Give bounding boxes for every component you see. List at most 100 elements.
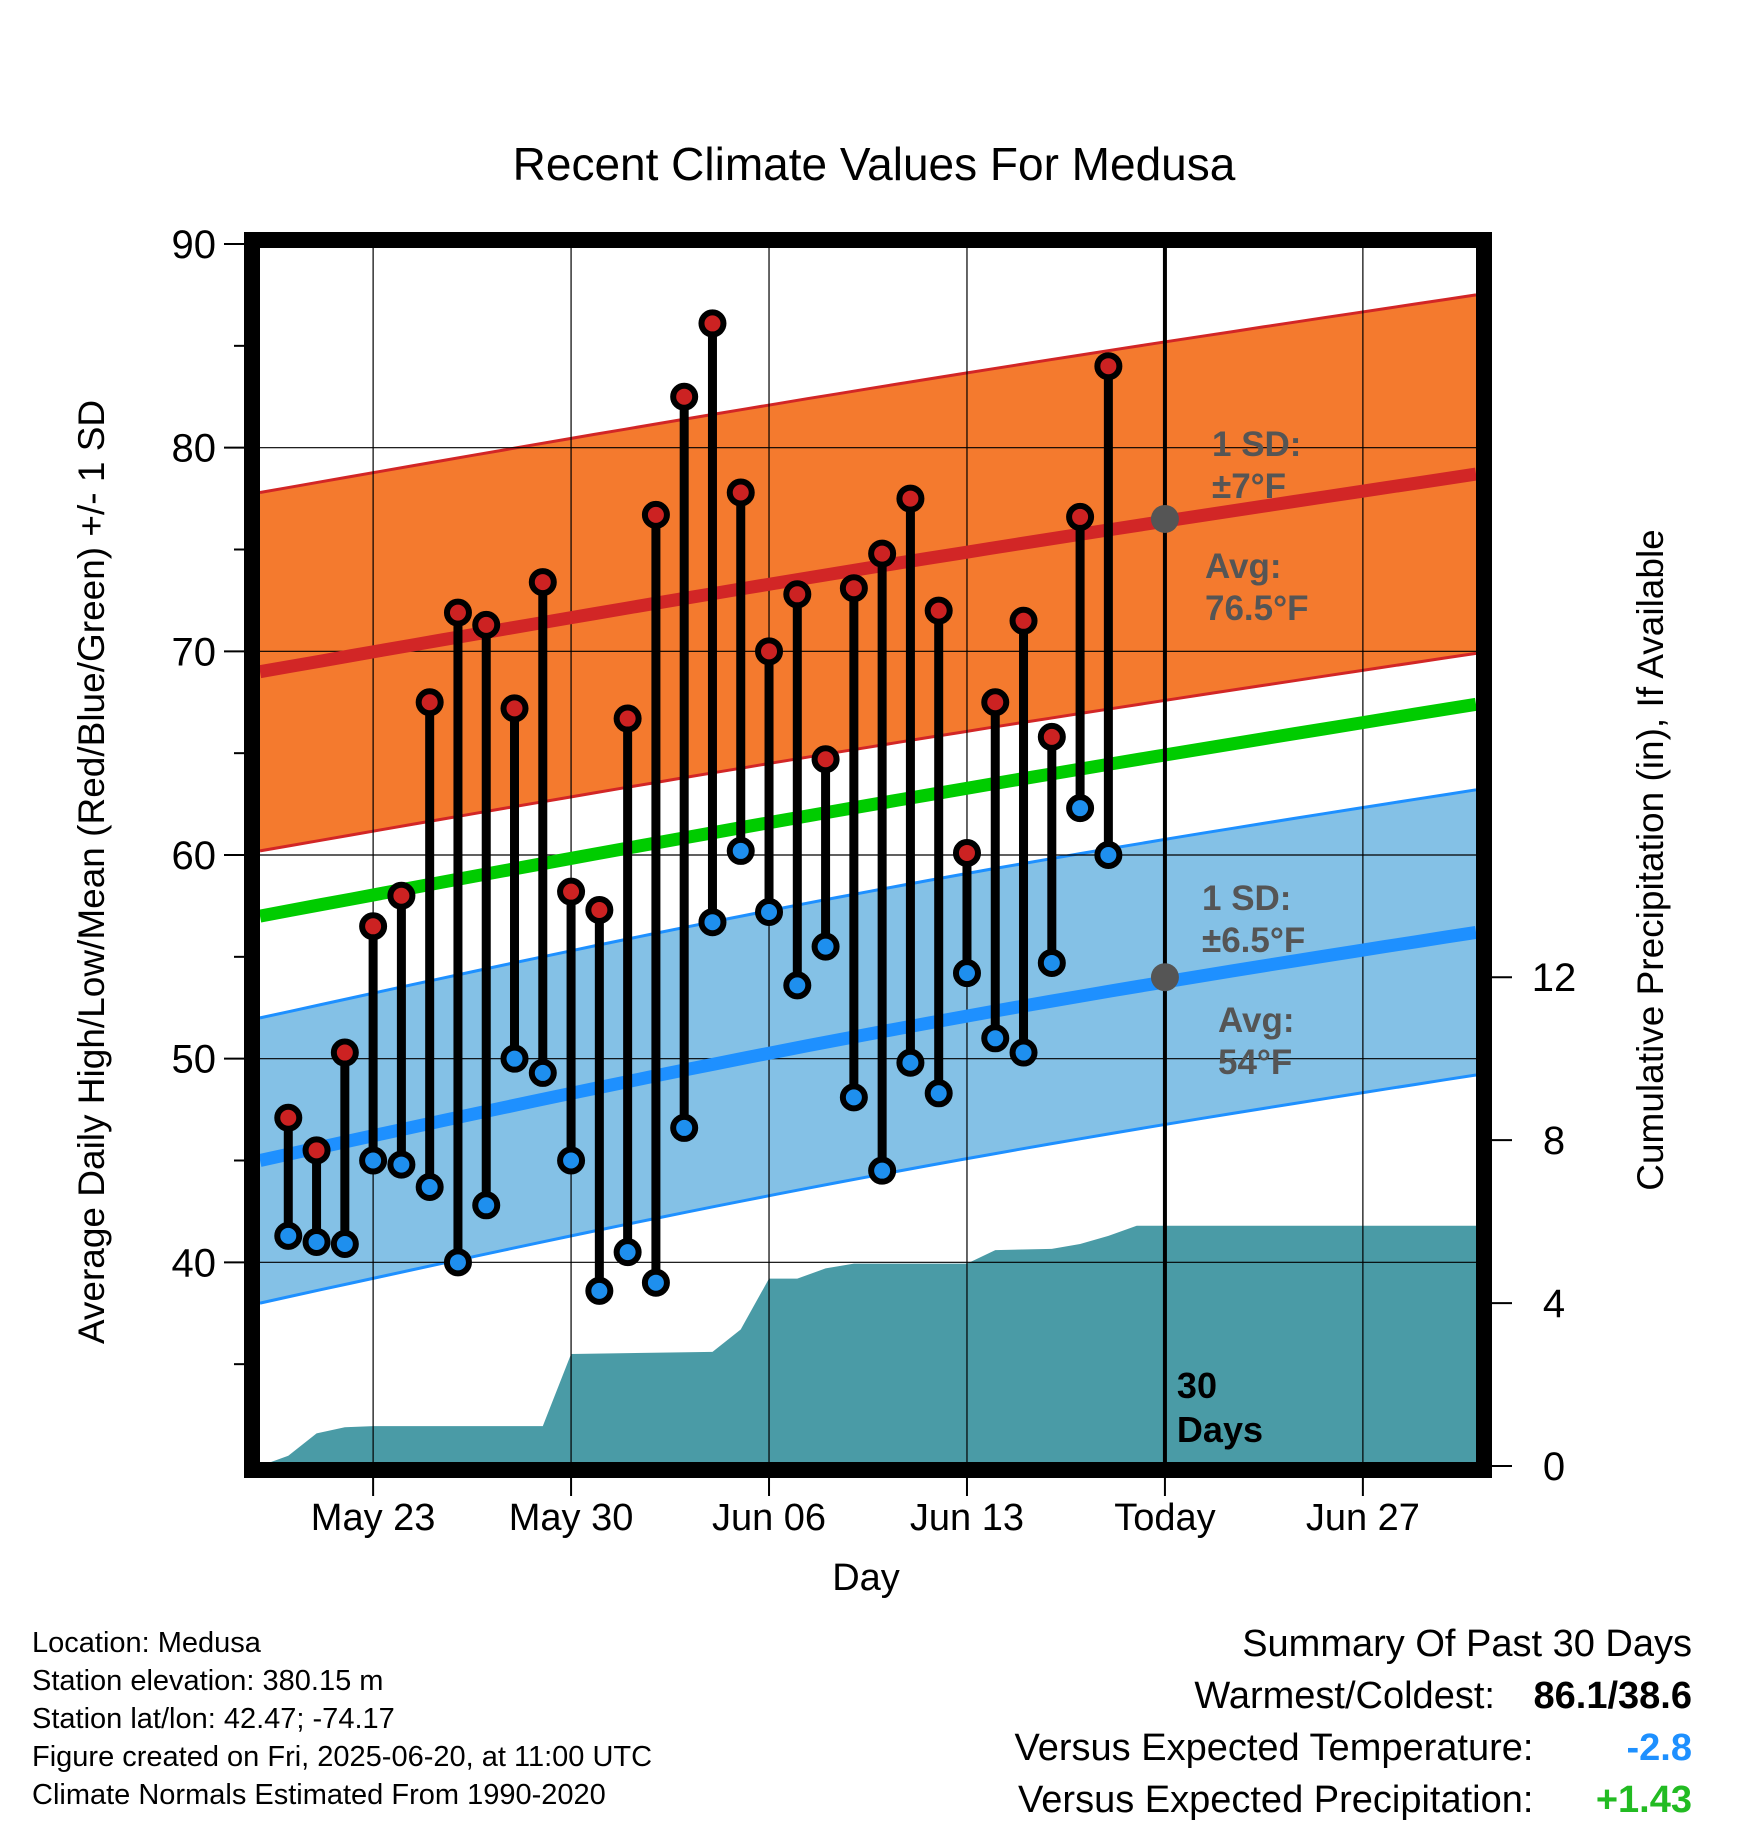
temp-label: Versus Expected Temperature:	[1014, 1727, 1534, 1769]
x-tick-label: Jun 27	[1306, 1497, 1420, 1539]
axes-layer: 40 50 60 70 80 90 0 4 8 12 May 23 May 30 Jun 06 Jun 1…	[172, 223, 1577, 1539]
low-point	[670, 1113, 699, 1142]
summary-precip: Versus Expected Precipitation: +1.43	[1015, 1774, 1692, 1826]
low-point	[613, 1238, 642, 1267]
x-axis-label: Day	[832, 1557, 900, 1599]
low-point	[585, 1276, 614, 1305]
low-point	[387, 1150, 416, 1179]
low-avg-marker	[1150, 963, 1179, 992]
low-point	[1009, 1038, 1038, 1067]
high-sd-lower-line	[259, 651, 1477, 853]
low-point	[1066, 794, 1095, 823]
high-point	[952, 838, 981, 867]
observations-layer	[274, 309, 1123, 1305]
high-point	[500, 694, 529, 723]
high-point	[585, 895, 614, 924]
y-tick-label: 70	[172, 630, 217, 674]
y-tick-label: 40	[172, 1241, 217, 1285]
low-sd-annotation: 1 SD:	[1202, 879, 1291, 918]
x-tick-label: Jun 06	[712, 1497, 826, 1539]
low-sd-band	[260, 789, 1476, 1304]
summary-panel: Summary Of Past 30 Days Warmest/Coldest:…	[1015, 1618, 1692, 1826]
chart-title: Recent Climate Values For Medusa	[513, 138, 1236, 190]
high-point	[839, 574, 868, 603]
high-sd-annotation-value: ±7°F	[1212, 467, 1286, 506]
precipitation-area	[260, 1225, 1476, 1466]
low-point	[783, 971, 812, 1000]
normal-lines	[258, 467, 1478, 1167]
low-point	[726, 836, 755, 865]
summary-title: Summary Of Past 30 Days	[1242, 1623, 1692, 1665]
low-point	[274, 1221, 303, 1250]
high-point	[811, 745, 840, 774]
y2-tick-label: 4	[1543, 1282, 1565, 1326]
high-point	[528, 568, 557, 597]
summary-temp: Versus Expected Temperature: -2.8	[1015, 1722, 1692, 1774]
high-point	[415, 688, 444, 717]
precip-label: Versus Expected Precipitation:	[1018, 1779, 1534, 1821]
high-point	[387, 881, 416, 910]
high-point	[330, 1038, 359, 1067]
y-tick-label: 80	[172, 427, 217, 471]
warm-cold-label: Warmest/Coldest:	[1194, 1675, 1495, 1717]
x-tick-label: May 23	[311, 1497, 436, 1539]
x-tick-label: May 30	[509, 1497, 634, 1539]
high-mean-line	[258, 467, 1477, 679]
y2-tick-label: 0	[1543, 1445, 1565, 1489]
high-point	[557, 877, 586, 906]
normals-text: Climate Normals Estimated From 1990-2020	[32, 1779, 606, 1811]
high-point	[924, 596, 953, 625]
y2-axis-label: Cumulative Precipitation (in), If Availa…	[1630, 529, 1671, 1191]
low-point	[1037, 948, 1066, 977]
low-point	[896, 1048, 925, 1077]
low-point	[330, 1230, 359, 1259]
low-point	[500, 1044, 529, 1073]
low-point	[839, 1083, 868, 1112]
high-point	[274, 1103, 303, 1132]
high-point	[1037, 722, 1066, 751]
high-point	[613, 704, 642, 733]
low-point	[1094, 841, 1123, 869]
high-point	[302, 1136, 331, 1165]
y-axis-label: Average Daily High/Low/Mean (Red/Blue/Gr…	[71, 400, 112, 1344]
low-point	[302, 1227, 331, 1256]
elevation-text: Station elevation: 380.15 m	[32, 1665, 384, 1697]
low-point	[868, 1156, 897, 1185]
y2-tick-label: 12	[1532, 956, 1577, 1000]
low-avg-annotation: Avg:	[1218, 1001, 1294, 1040]
today-label: Days	[1177, 1409, 1263, 1450]
low-point	[811, 932, 840, 961]
high-point	[896, 484, 925, 513]
low-point	[698, 908, 727, 937]
x-tick-label: Jun 13	[910, 1497, 1024, 1539]
low-point	[557, 1146, 586, 1175]
high-avg-marker	[1150, 504, 1179, 533]
today-label: 30	[1177, 1365, 1217, 1406]
high-point	[1009, 606, 1038, 635]
x-tick-label: Today	[1114, 1497, 1215, 1539]
high-point	[981, 688, 1010, 717]
y-tick-label: 90	[172, 223, 217, 267]
created-text: Figure created on Fri, 2025-06-20, at 11…	[32, 1741, 653, 1773]
mean-line	[258, 697, 1478, 923]
high-avg-annotation-value: 76.5°F	[1205, 589, 1309, 628]
precipitation-area-layer	[260, 1225, 1476, 1466]
high-point	[868, 539, 897, 568]
high-point	[1094, 352, 1123, 381]
precip-value: +1.43	[1595, 1779, 1692, 1821]
high-point	[359, 912, 388, 941]
high-point	[783, 580, 812, 609]
high-point	[641, 500, 670, 529]
low-sd-annotation-value: ±6.5°F	[1202, 921, 1305, 960]
low-mean-line	[258, 925, 1477, 1167]
y2-tick-label: 8	[1543, 1119, 1565, 1163]
low-point	[981, 1024, 1010, 1053]
low-point	[924, 1079, 953, 1108]
high-sd-annotation: 1 SD:	[1212, 425, 1301, 464]
y-tick-label: 50	[172, 1038, 217, 1082]
high-point	[443, 598, 472, 627]
location-text: Location: Medusa	[32, 1627, 261, 1659]
low-point	[641, 1268, 670, 1297]
